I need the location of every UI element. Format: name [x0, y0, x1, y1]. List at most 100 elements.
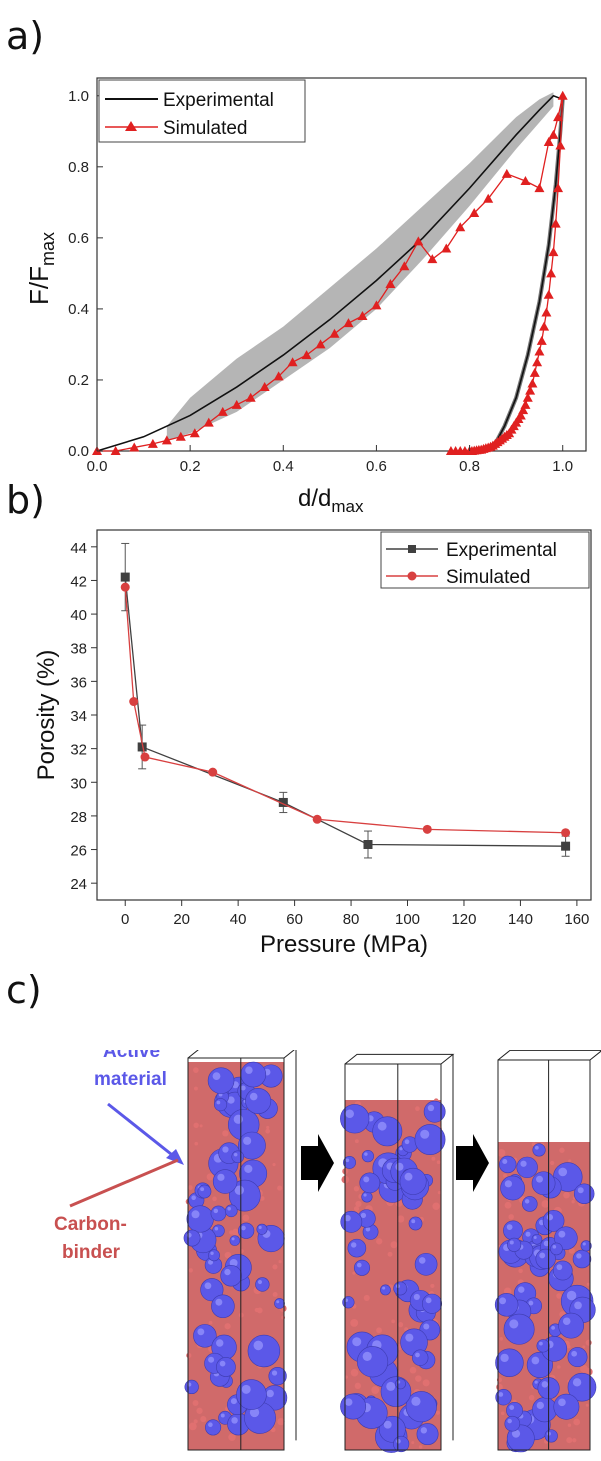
simulated-point	[527, 378, 538, 388]
sphere-highlight	[344, 1214, 351, 1222]
sphere-highlight	[197, 1328, 205, 1336]
simulated-point	[536, 335, 547, 345]
x-axis-title-b: Pressure (MPa)	[260, 931, 428, 958]
sphere-highlight	[351, 1242, 357, 1248]
simulated-point	[553, 112, 564, 122]
sphere-highlight	[233, 1114, 243, 1124]
carbon-binder-particle	[528, 1394, 535, 1401]
simulated-point	[161, 435, 172, 445]
x-tick-label: 0.6	[366, 458, 387, 475]
panel-label-a: a)	[6, 14, 45, 58]
carbon-binder-particle	[242, 1214, 250, 1222]
sphere-highlight	[507, 1418, 512, 1424]
simulated-point	[203, 417, 214, 427]
simulated-point	[189, 428, 200, 438]
sphere-highlight	[546, 1214, 554, 1221]
active-material-sphere	[220, 1264, 242, 1287]
y-tick-label: 42	[70, 573, 87, 590]
active-material-sphere	[340, 1393, 367, 1420]
sphere-highlight	[539, 1341, 543, 1346]
active-material-sphere	[395, 1378, 406, 1390]
carbon-binder-particle	[371, 1386, 380, 1395]
simulated-point	[543, 136, 554, 146]
active-material-sphere	[495, 1348, 524, 1377]
sphere-highlight	[377, 1121, 387, 1131]
simulation-box-top	[497, 1050, 601, 1061]
sphere-highlight	[425, 1297, 432, 1304]
sphere-highlight	[415, 1352, 420, 1358]
active-material-sphere	[532, 1397, 558, 1423]
experimental-unloading-line	[489, 99, 564, 452]
electrode-column-initial	[183, 1050, 297, 1451]
carbon-binder-particle	[186, 1352, 192, 1359]
carbon-binder-particle	[572, 1438, 577, 1443]
legend-a: Experimental Simulated	[98, 79, 306, 143]
sphere-highlight	[511, 1429, 521, 1438]
simulated-point	[546, 268, 557, 278]
active-material-sphere	[245, 1087, 272, 1115]
active-material-sphere	[412, 1349, 429, 1366]
simulation-box-front	[187, 1057, 285, 1451]
carbon-binder-particle	[193, 1122, 199, 1129]
sphere-highlight	[230, 1398, 237, 1405]
sphere-highlight	[363, 1176, 370, 1183]
carbon-binder-particle	[277, 1185, 283, 1191]
carbon-binder-particle	[518, 1268, 523, 1274]
legend-b: Experimental Simulated	[380, 531, 590, 589]
carbon-binder-particle	[355, 1200, 362, 1208]
carbon-binder-particle	[549, 1160, 555, 1166]
x-tick-label: 160	[564, 911, 589, 928]
sphere-highlight	[229, 1258, 238, 1267]
carbon-binder-particle	[376, 1238, 383, 1245]
simulated-point	[455, 222, 466, 232]
carbon-binder-particle	[344, 1375, 349, 1379]
sphere-highlight	[399, 1147, 403, 1151]
active-material-sphere	[211, 1294, 235, 1319]
carbon-binder-particle	[208, 1320, 213, 1325]
sphere-highlight	[534, 1380, 538, 1384]
active-material-sphere	[516, 1156, 538, 1179]
sphere-highlight	[220, 1413, 225, 1418]
x-tick-label: 60	[286, 911, 303, 928]
sphere-highlight	[231, 1237, 235, 1241]
y-tick-label: 0.8	[68, 159, 89, 176]
active-material-sphere	[550, 1242, 563, 1256]
process-arrows	[301, 1134, 489, 1192]
active-material-sphere	[207, 1067, 235, 1094]
carbon-binder-particle	[229, 1230, 234, 1235]
carbon-binder-particle	[350, 1318, 359, 1327]
active-material-sphere	[393, 1435, 410, 1453]
carbon-binder-particle	[199, 1124, 203, 1128]
simulated-point	[273, 371, 284, 381]
active-material-sphere	[499, 1155, 517, 1174]
sphere-highlight	[257, 1279, 263, 1285]
x-tick-label: 1.0	[552, 458, 573, 475]
plot-frame-a	[96, 77, 587, 452]
carbon-binder-particle	[193, 1086, 198, 1091]
sphere-highlight	[210, 1251, 214, 1255]
sphere-highlight	[543, 1240, 550, 1247]
sphere-highlight	[395, 1162, 404, 1171]
sphere-highlight	[509, 1319, 519, 1329]
sphere-highlight	[582, 1242, 586, 1246]
sphere-highlight	[420, 1427, 428, 1434]
simulated-point	[371, 300, 382, 310]
x-tick-label: 0.4	[273, 458, 294, 475]
sphere-highlight	[352, 1337, 362, 1347]
sphere-highlight	[576, 1253, 582, 1259]
simulated-point	[129, 697, 139, 707]
sphere-highlight	[427, 1104, 435, 1112]
sphere-highlight	[558, 1398, 566, 1407]
carbon-binder-particle	[354, 1382, 361, 1389]
sphere-highlight	[234, 1185, 245, 1195]
carbon-binder-particle	[559, 1147, 565, 1153]
sphere-highlight	[509, 1240, 514, 1245]
carbon-binder-particle	[193, 1067, 199, 1073]
sphere-highlight	[356, 1262, 362, 1268]
sphere-highlight	[204, 1282, 212, 1290]
sphere-highlight	[266, 1389, 274, 1398]
carbon-binder-particle	[277, 1417, 285, 1426]
x-tick-label: 140	[508, 911, 533, 928]
experimental-point	[561, 841, 571, 851]
sphere-highlight	[528, 1300, 534, 1306]
